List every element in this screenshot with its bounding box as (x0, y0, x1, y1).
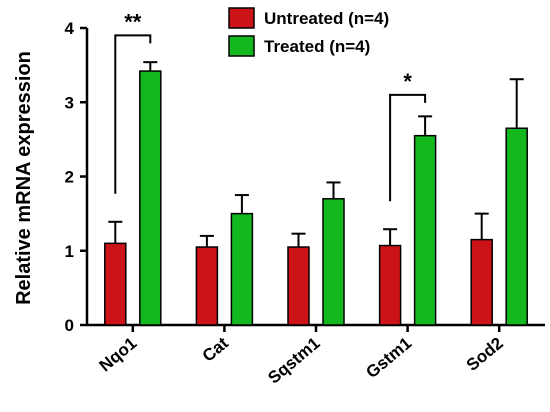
legend: Untreated (n=4) Treated (n=4) (228, 7, 389, 57)
x-tick-label: Sod2 (463, 334, 507, 375)
significance-markers: *** (114, 9, 427, 202)
bar (322, 198, 345, 326)
x-tick-label: Gstm1 (362, 334, 415, 383)
bar (139, 70, 162, 326)
bar (230, 212, 254, 326)
bar (505, 127, 528, 326)
bar (413, 134, 437, 326)
significance-label: ** (124, 9, 142, 34)
y-axis-label: Relative mRNA expression (13, 51, 35, 305)
bars (104, 61, 528, 326)
legend-swatch (228, 35, 255, 57)
x-tick-label: Sqstm1 (264, 334, 323, 388)
y-tick-label: 2 (65, 168, 74, 187)
significance-bracket (114, 34, 152, 194)
bar (287, 246, 310, 326)
significance-bracket (389, 93, 427, 202)
legend-label: Untreated (n=4) (264, 9, 389, 28)
bar (195, 246, 219, 326)
legend-label: Treated (n=4) (264, 37, 370, 56)
significance-label: * (403, 69, 412, 94)
x-tick-label: Cat (199, 333, 232, 365)
y-tick-label: 4 (65, 19, 75, 38)
y-tick-label: 1 (65, 242, 74, 261)
x-tick-label: Nqo1 (96, 334, 141, 376)
bar (470, 238, 493, 326)
bar (378, 244, 402, 326)
y-tick-label: 3 (65, 93, 74, 112)
legend-swatch (228, 7, 255, 29)
y-tick-label: 0 (65, 316, 74, 335)
bar (104, 242, 127, 326)
axes: 0 1 2 3 4 Nqo1 Cat Sqstm1 Gstm1 Sod2 (65, 19, 545, 388)
